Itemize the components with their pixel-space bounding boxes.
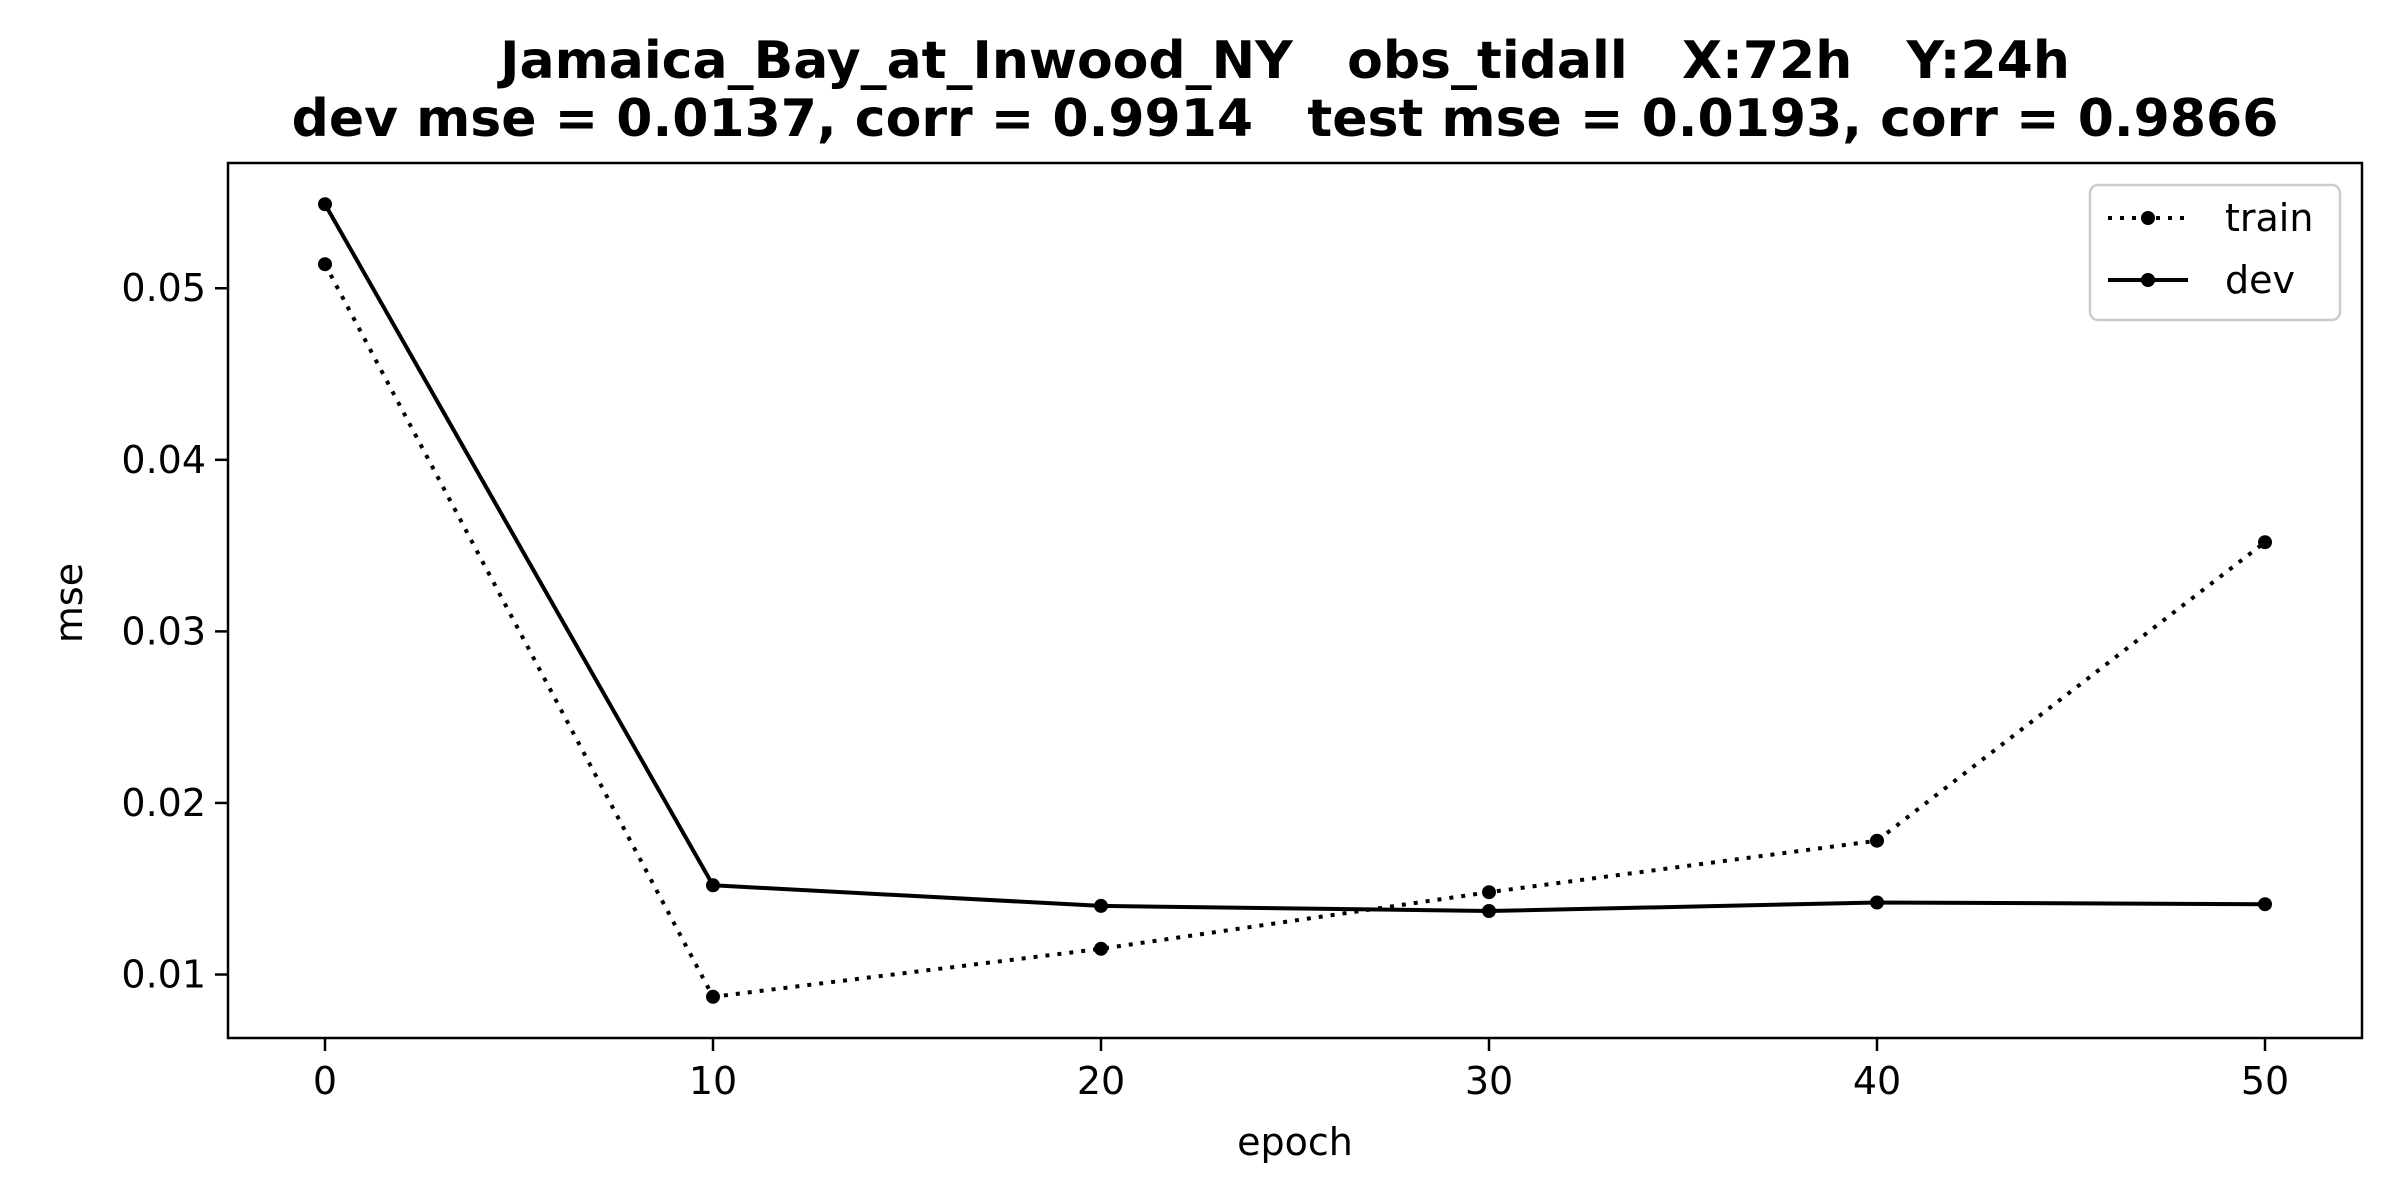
x-tick-label: 50	[2241, 1059, 2289, 1103]
legend-train-marker	[2141, 211, 2155, 225]
x-tick-label: 0	[313, 1059, 337, 1103]
x-axis-label: epoch	[1237, 1120, 1353, 1164]
point-dev-20	[1094, 898, 1108, 913]
point-dev-0	[318, 197, 332, 212]
x-tick-label: 30	[1465, 1059, 1513, 1103]
point-train-40	[1870, 833, 1884, 848]
y-tick-label: 0.02	[121, 781, 206, 825]
point-dev-50	[2258, 897, 2272, 912]
point-dev-10	[706, 878, 720, 893]
series-line-train	[323, 263, 2267, 999]
point-train-30	[1482, 885, 1496, 900]
y-axis-label: mse	[47, 563, 91, 643]
point-train-0	[318, 257, 332, 272]
series-layer	[318, 197, 2272, 1004]
y-tick-label: 0.05	[121, 266, 206, 310]
point-train-10	[706, 989, 720, 1004]
y-tick-label: 0.04	[121, 438, 206, 482]
legend-train-label: train	[2225, 196, 2313, 240]
legend-dev-label: dev	[2225, 258, 2295, 302]
point-dev-40	[1870, 895, 1884, 910]
point-train-20	[1094, 941, 1108, 956]
x-tick-label: 40	[1853, 1059, 1901, 1103]
legend-dev-marker	[2141, 273, 2155, 287]
x-tick-label: 20	[1077, 1059, 1125, 1103]
point-train-50	[2258, 535, 2272, 550]
series-line-dev	[323, 203, 2266, 913]
chart-title-line2: dev mse = 0.0137, corr = 0.9914 test mse…	[292, 89, 2279, 149]
y-tick-label: 0.01	[121, 953, 206, 997]
plot-frame	[226, 161, 2364, 1040]
chart-title-line1: Jamaica_Bay_at_Inwood_NY obs_tidall X:72…	[497, 31, 2070, 91]
ticks-layer: 0 10 20 30 40 50 0.01 0.02 0.03 0.04 0.05	[121, 266, 2289, 1103]
x-tick-label: 10	[689, 1059, 737, 1103]
legend: train dev	[2088, 183, 2342, 322]
y-tick-label: 0.03	[121, 609, 206, 653]
point-dev-30	[1482, 904, 1496, 918]
